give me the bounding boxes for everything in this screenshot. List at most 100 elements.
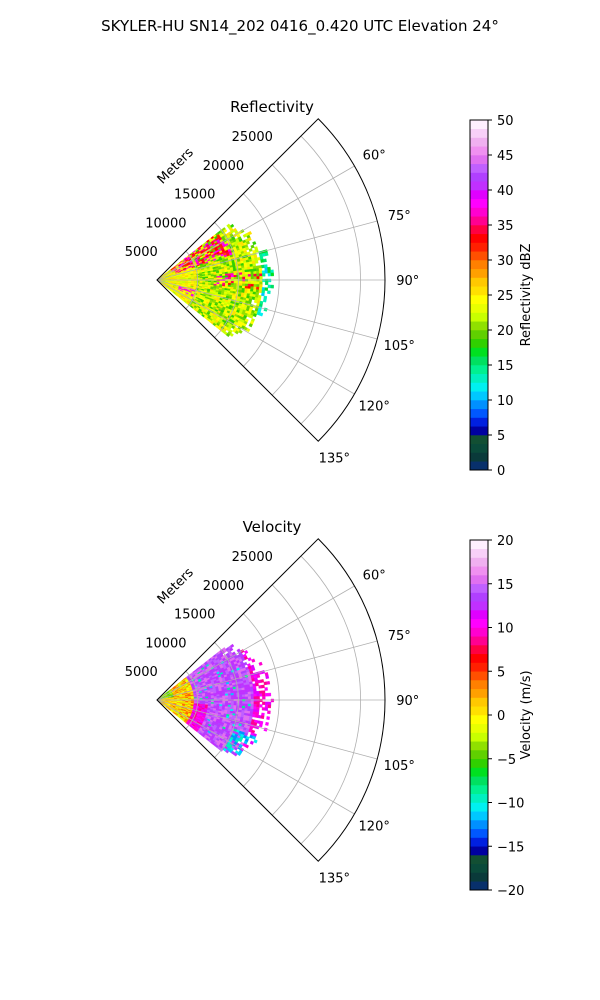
field-cell (270, 284, 274, 289)
radial-tick-label: 10000 (145, 216, 186, 231)
field-cell (253, 691, 257, 695)
colorbar-swatch (470, 785, 488, 795)
field-cell (267, 269, 272, 274)
field-cell (242, 283, 246, 287)
colorbar-tick-label: −10 (497, 797, 524, 812)
field-cell (256, 270, 260, 275)
colorbar-swatch (470, 181, 488, 191)
field-cell (254, 260, 259, 264)
field-cell (252, 313, 257, 318)
field-cell (264, 707, 269, 711)
field-cell (227, 700, 232, 704)
colorbar-swatch (470, 426, 488, 436)
field-cell (267, 266, 271, 271)
colorbar-swatch (470, 662, 488, 672)
field-cell (213, 277, 218, 280)
field-cell (253, 278, 257, 282)
colorbar-swatch (470, 461, 488, 471)
field-cell (267, 290, 271, 295)
chart-title: Reflectivity (230, 98, 314, 116)
field-cell (262, 298, 267, 303)
field-cell (245, 696, 249, 700)
field-cell (230, 697, 235, 700)
field-cell (256, 704, 260, 708)
field-cell (222, 695, 226, 698)
field-cell (244, 691, 249, 695)
chart-title: Velocity (243, 518, 302, 536)
field-cell (222, 275, 226, 278)
field-cell (246, 327, 251, 333)
colorbar-swatch (470, 750, 488, 760)
colorbar-swatch (470, 137, 488, 147)
field-cell (259, 278, 263, 282)
field-cell (270, 698, 274, 703)
field-cell (253, 703, 257, 708)
field-cell (254, 248, 259, 253)
field-cell (239, 272, 243, 276)
field-cell (250, 699, 255, 702)
field-cell (247, 279, 252, 282)
radial-tick-label: 15000 (174, 608, 215, 623)
field-cell (262, 701, 266, 705)
field-cell (261, 292, 265, 297)
colorbar-swatch (470, 233, 488, 243)
field-cell (262, 695, 266, 700)
field-cell (205, 277, 209, 280)
field-cell (253, 739, 258, 744)
field-cell (247, 699, 252, 702)
field-cell (244, 285, 249, 289)
field-cell (261, 690, 266, 694)
colorbar-swatch (470, 295, 488, 305)
colorbar-swatch (470, 723, 488, 733)
field-cell (253, 276, 257, 280)
colorbar-swatch (470, 566, 488, 576)
field-cell (247, 276, 252, 280)
field-cell (227, 280, 232, 284)
colorbar-swatch (470, 557, 488, 567)
field-cell (247, 271, 252, 275)
theta-tick-label: 120° (359, 819, 390, 834)
colorbar-swatch (470, 548, 488, 558)
radial-tick-label: 25000 (232, 130, 273, 145)
field-cell (260, 679, 265, 683)
colorbar-swatch (470, 356, 488, 366)
field-cell (241, 689, 246, 693)
theta-tick-label: 75° (388, 209, 411, 224)
colorbar-swatch (470, 872, 488, 882)
field-cell (259, 281, 263, 285)
colorbar-swatch (470, 820, 488, 830)
field-cell (256, 696, 260, 700)
field-cell (250, 283, 255, 288)
colorbar-swatch (470, 653, 488, 663)
field-cell (230, 275, 235, 278)
field-cell (253, 273, 257, 277)
field-cell (224, 273, 229, 277)
field-cell (264, 267, 268, 271)
field-cell (239, 281, 243, 284)
field-cell (253, 693, 257, 697)
field-cell (248, 248, 253, 252)
azimuth-gridline (156, 279, 378, 340)
figure-suptitle: SKYLER-HU SN14_202 0416_0.420 UTC Elevat… (101, 17, 499, 36)
colorbar-swatch (470, 881, 488, 891)
colorbar-swatch (470, 417, 488, 427)
field-cell (227, 275, 232, 278)
field-cell (239, 276, 243, 280)
field-cell (265, 721, 269, 726)
colorbar-swatch (470, 583, 488, 593)
field-cell (229, 332, 234, 337)
colorbar-swatch (470, 592, 488, 602)
field-cell (259, 276, 263, 280)
colorbar-swatch (470, 802, 488, 812)
colorbar-swatch (470, 303, 488, 313)
field-cell (245, 701, 249, 705)
colorbar-tick-label: 50 (497, 114, 514, 129)
colorbar-tick-label: 30 (497, 254, 514, 269)
colorbar-swatch (470, 671, 488, 681)
colorbar-tick-label: 40 (497, 184, 514, 199)
field-cell (267, 278, 272, 283)
field-cell (267, 704, 272, 709)
field-cell (252, 241, 257, 246)
radial-tick-label: 15000 (174, 188, 215, 203)
field-cell (256, 273, 260, 277)
